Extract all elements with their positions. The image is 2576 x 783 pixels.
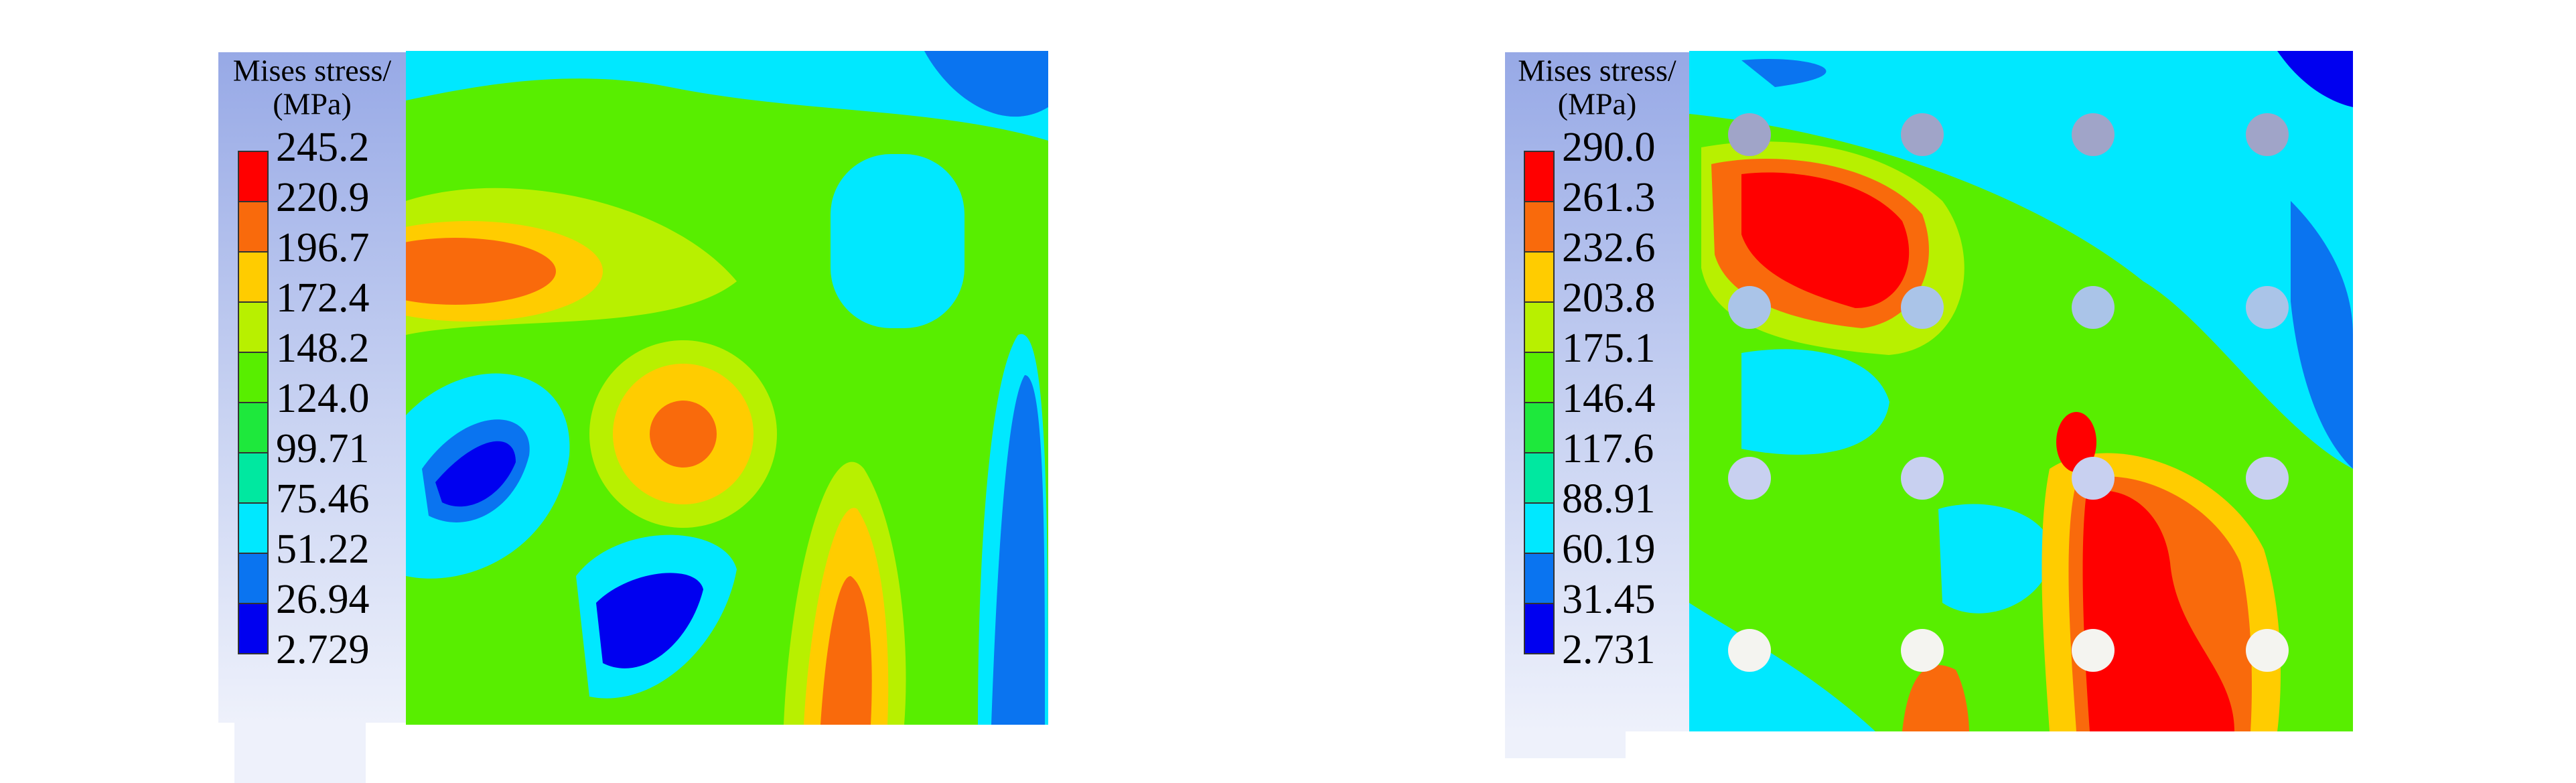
legend-level: 146.4: [1562, 376, 1656, 421]
contour-plot: [1689, 51, 2353, 731]
legend-unit: (MPa): [273, 87, 352, 121]
color-swatch: [1524, 151, 1555, 202]
legend-level: 26.94: [276, 577, 370, 622]
legend-unit: (MPa): [1558, 87, 1637, 121]
color-swatch: [238, 201, 269, 253]
legend-level: 2.731: [1562, 627, 1656, 672]
legend-level: 261.3: [1562, 175, 1656, 220]
legend-title: Mises stress/: [1518, 54, 1676, 88]
legend-level: 88.91: [1562, 476, 1656, 522]
legend-level: 290.0: [1562, 125, 1656, 170]
legend-level: 172.4: [276, 275, 370, 321]
legend-level: 196.7: [276, 225, 370, 271]
color-swatch: [1524, 352, 1555, 403]
legend-background: [1505, 731, 1626, 758]
legend-level: 220.9: [276, 175, 370, 220]
color-swatch: [238, 352, 269, 403]
color-swatch: [238, 452, 269, 504]
legend-level: 31.45: [1562, 577, 1656, 622]
holes: [1728, 113, 2289, 672]
color-swatch: [1524, 603, 1555, 654]
color-swatch: [238, 251, 269, 303]
legend-level: 75.46: [276, 476, 370, 522]
contour-plot: [406, 51, 1048, 725]
color-swatch: [1524, 251, 1555, 303]
legend-background: [234, 723, 366, 783]
legend-level: 175.1: [1562, 326, 1656, 371]
color-swatch: [1524, 502, 1555, 554]
legend-level: 245.2: [276, 125, 370, 170]
legend-level: 232.6: [1562, 225, 1656, 271]
color-swatch: [1524, 402, 1555, 453]
legend-level: 148.2: [276, 326, 370, 371]
color-swatch: [238, 603, 269, 654]
legend-level: 99.71: [276, 426, 370, 472]
color-swatch: [1524, 553, 1555, 604]
color-swatch: [238, 553, 269, 604]
legend-level: 60.19: [1562, 526, 1656, 572]
color-swatch: [1524, 452, 1555, 504]
legend-level: 2.729: [276, 627, 370, 672]
color-swatch: [238, 502, 269, 554]
color-swatch: [238, 301, 269, 353]
legend-title: Mises stress/: [233, 54, 392, 88]
legend-level: 117.6: [1562, 426, 1654, 472]
color-swatch: [1524, 301, 1555, 353]
legend-level: 124.0: [276, 376, 370, 421]
color-swatch: [238, 151, 269, 202]
color-swatch: [238, 402, 269, 453]
legend-level: 203.8: [1562, 275, 1656, 321]
color-swatch: [1524, 201, 1555, 253]
legend-level: 51.22: [276, 526, 370, 572]
